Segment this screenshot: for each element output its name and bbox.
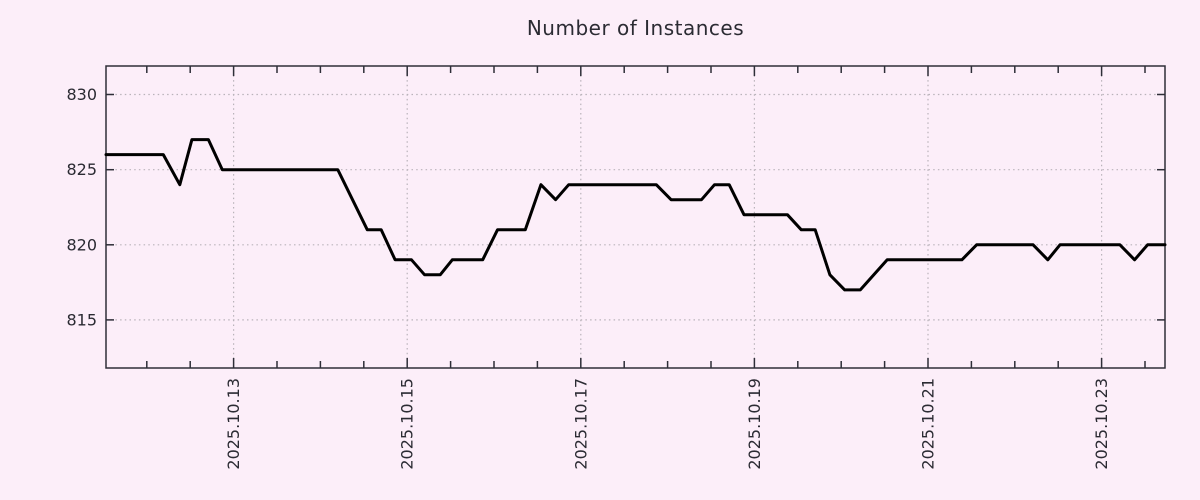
x-tick-label: 2025.10.23 [1092,378,1111,470]
y-tick-label: 815 [66,310,97,329]
data-series-line [104,138,1167,292]
x-tick-label: 2025.10.17 [571,378,590,470]
chart-title: Number of Instances [526,16,745,40]
y-tick-label: 820 [66,235,97,254]
x-tick-label: 2025.10.19 [745,378,764,470]
y-tick-label: 830 [66,85,97,104]
x-tick-label: 2025.10.15 [398,378,417,470]
y-tick-label: 825 [66,160,97,179]
plot-border [105,65,1166,369]
x-tick-label: 2025.10.21 [919,378,938,470]
x-tick-label: 2025.10.13 [224,378,243,470]
